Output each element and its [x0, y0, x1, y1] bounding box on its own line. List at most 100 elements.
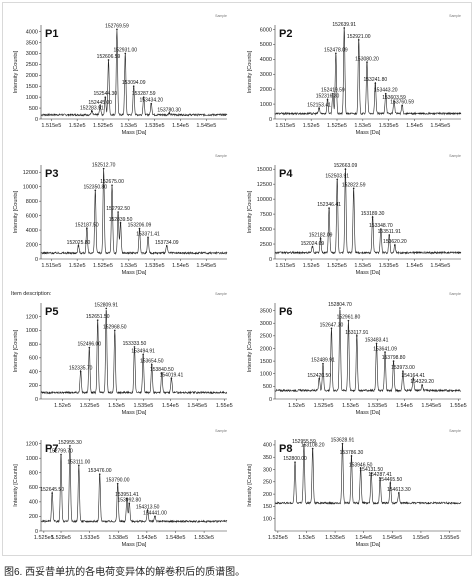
peak-marker [366, 61, 368, 64]
x-axis-label: Mass [Da] [356, 270, 381, 276]
panel-title: P7 [45, 443, 58, 455]
x-tick-label: 1.55e5 [413, 535, 430, 541]
x-tick-label: 1.55e5 [450, 403, 467, 409]
x-tick-label: 1.53e5 [354, 123, 371, 129]
peak-label: 154019.41 [160, 372, 184, 378]
peak-label: 152335.70 [69, 366, 93, 372]
peak-label: 152346.41 [317, 202, 341, 208]
y-tick-label: 2500 [260, 334, 272, 340]
panel-corner-label: Sample [215, 429, 227, 433]
peak-marker [402, 370, 404, 373]
x-tick-label: 1.53e5 [298, 535, 315, 541]
spectrum-line [274, 309, 462, 393]
peak-label: 152809.91 [94, 302, 118, 308]
peak-label: 153511.91 [378, 229, 401, 235]
spectrum-line [40, 309, 228, 395]
x-tick-label: 1.515e5 [275, 123, 295, 129]
peak-marker [142, 353, 144, 356]
peak-label: 152663.09 [334, 163, 358, 169]
peak-marker [132, 85, 135, 88]
y-tick-label: 12500 [257, 182, 272, 188]
x-tick-label: 1.528e5 [51, 535, 71, 541]
x-tick-label: 1.52e5 [69, 263, 86, 269]
y-tick-label: 15000 [257, 167, 272, 173]
peak-marker [133, 346, 136, 348]
peak-label: 154287.41 [368, 472, 392, 478]
y-tick-label: 1000 [26, 456, 38, 462]
panel-title: P6 [279, 306, 292, 318]
x-tick-label: 1.535e5 [145, 263, 165, 269]
peak-marker [401, 104, 403, 107]
x-tick-label: 1.545e5 [196, 123, 216, 129]
peak-label: 152350.80 [83, 184, 107, 190]
peak-marker [168, 112, 170, 115]
peak-marker [96, 319, 99, 321]
peak-label: 154441.00 [143, 510, 167, 516]
x-tick-label: 1.535e5 [145, 123, 165, 129]
peak-label: 152961.80 [337, 315, 361, 321]
peak-marker [142, 96, 145, 98]
y-tick-label: 400 [29, 500, 38, 506]
peak-marker [421, 384, 423, 386]
peak-marker [393, 100, 395, 102]
x-tick-label: 1.53e5 [120, 263, 137, 269]
peak-label: 153080.20 [355, 56, 379, 62]
item-description: Item description: [11, 291, 52, 297]
y-axis-label: Intensity [Counts] [13, 50, 19, 93]
y-tick-label: 4000 [26, 29, 38, 35]
peak-marker [94, 189, 97, 192]
y-tick-label: 5000 [260, 42, 272, 48]
peak-label: 152955.59 [292, 439, 316, 445]
peak-marker [165, 245, 168, 247]
x-axis-label: Mass [Da] [356, 410, 381, 416]
x-tick-label: 1.545e5 [196, 263, 216, 269]
x-tick-label: 1.525e5 [327, 263, 347, 269]
x-tick-label: 1.545e5 [430, 123, 450, 129]
peak-marker [384, 351, 386, 354]
chart-panel-p4: 0 2500 5000 7500 10000 12500 15000 1.515e5 1.52e… [247, 154, 462, 276]
peak-label: 153798.80 [382, 355, 406, 361]
panel-corner-label: Sample [449, 14, 461, 18]
peak-label: 152639.91 [332, 22, 356, 28]
peak-marker [350, 455, 353, 457]
x-tick-label: 1.52e5 [303, 263, 320, 269]
peak-marker [379, 477, 381, 479]
peak-marker [116, 28, 118, 31]
peak-marker [344, 168, 347, 170]
peak-label: 153780.30 [157, 108, 181, 114]
x-tick-label: 1.525e5 [80, 403, 100, 409]
peak-marker [374, 82, 377, 84]
peak-marker [359, 467, 362, 470]
spectrum-line [274, 168, 462, 255]
y-tick-label: 1000 [260, 372, 272, 378]
peak-marker [102, 167, 105, 170]
y-tick-label: 0 [269, 257, 272, 263]
y-tick-label: 3500 [26, 40, 38, 46]
peak-label: 153628.91 [331, 438, 355, 444]
peak-marker [86, 227, 88, 230]
y-axis-label: Intensity [Counts] [13, 190, 19, 233]
peak-label: 154329.20 [410, 379, 434, 385]
y-tick-label: 1200 [26, 441, 38, 447]
y-tick-label: 8000 [26, 199, 38, 205]
peak-marker [389, 482, 392, 484]
peak-marker [160, 372, 163, 374]
peak-marker [357, 39, 360, 41]
x-tick-label: 1.54e5 [162, 403, 179, 409]
peak-label: 153206.09 [128, 223, 152, 229]
x-axis-label: Mass [Da] [122, 130, 147, 136]
x-tick-label: 1.525e5 [327, 123, 347, 129]
peak-label: 153241.80 [364, 77, 388, 83]
peak-label: 152025.80 [67, 240, 91, 246]
y-axis-label: Intensity [Counts] [247, 190, 253, 233]
peak-label: 153494.91 [131, 348, 155, 354]
y-tick-label: 400 [263, 443, 272, 449]
y-axis-label: Intensity [Counts] [13, 329, 19, 372]
peak-marker [113, 329, 116, 332]
x-tick-label: 1.538e5 [108, 535, 128, 541]
peak-label: 152187.50 [75, 223, 99, 229]
y-tick-label: 4000 [26, 228, 38, 234]
peak-label: 152445.00 [88, 100, 112, 106]
x-tick-label: 1.525e5 [314, 403, 334, 409]
peak-label: 152503.91 [325, 173, 349, 179]
